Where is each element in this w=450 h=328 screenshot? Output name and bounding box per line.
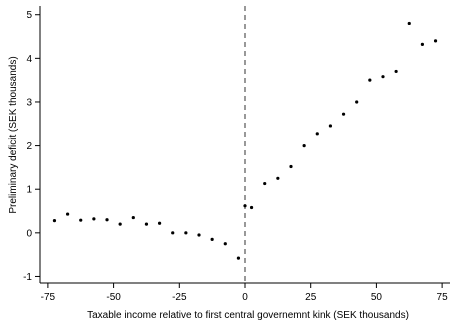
data-point <box>157 221 162 225</box>
y-axis-title: Preliminary deficit (SEK thousands) <box>8 56 19 213</box>
data-point <box>118 222 122 226</box>
data-point <box>328 124 333 128</box>
x-tick-label: 0 <box>242 292 248 303</box>
data-point <box>223 242 227 246</box>
data-point <box>263 181 267 186</box>
y-tick-label: 5 <box>26 10 32 21</box>
data-point <box>249 205 254 210</box>
y-tick-label: 0 <box>26 228 32 239</box>
x-tick-label: 75 <box>437 292 449 303</box>
data-point <box>79 218 83 222</box>
data-point <box>65 212 70 216</box>
data-point <box>341 112 346 116</box>
data-point <box>407 21 411 26</box>
x-axis-title: Taxable income relative to first central… <box>87 310 409 321</box>
data-point <box>184 231 188 235</box>
data-point <box>52 219 57 223</box>
x-tick-label: 25 <box>305 292 317 303</box>
data-point <box>381 75 385 79</box>
data-point <box>197 233 201 237</box>
plot-area <box>52 6 438 283</box>
data-point <box>171 231 175 235</box>
data-point <box>144 222 149 226</box>
data-point <box>243 204 247 208</box>
data-point <box>433 39 438 43</box>
x-tick-label: 50 <box>371 292 383 303</box>
data-point <box>236 256 241 260</box>
y-tick-label: 3 <box>26 97 32 108</box>
y-axis: -1 0 1 2 3 4 5 <box>23 6 41 283</box>
x-tick-label: -75 <box>41 292 56 303</box>
data-point <box>394 69 398 74</box>
y-tick-label: 1 <box>26 185 32 196</box>
data-point <box>276 176 280 180</box>
y-tick-label: -1 <box>23 272 32 283</box>
data-point <box>92 217 96 221</box>
data-point <box>315 132 319 136</box>
x-axis: -75 -50 -25 0 25 50 75 <box>40 282 450 303</box>
x-tick-label: -25 <box>172 292 187 303</box>
data-point <box>368 78 372 82</box>
y-tick-label: 4 <box>26 54 32 65</box>
y-tick-label: 2 <box>26 141 32 152</box>
data-point <box>210 237 214 241</box>
data-point <box>420 42 425 46</box>
data-point <box>131 215 135 220</box>
data-point <box>355 100 359 104</box>
data-point <box>289 164 293 169</box>
x-tick-label: -50 <box>106 292 121 303</box>
data-point <box>302 143 306 148</box>
data-point <box>105 218 109 222</box>
